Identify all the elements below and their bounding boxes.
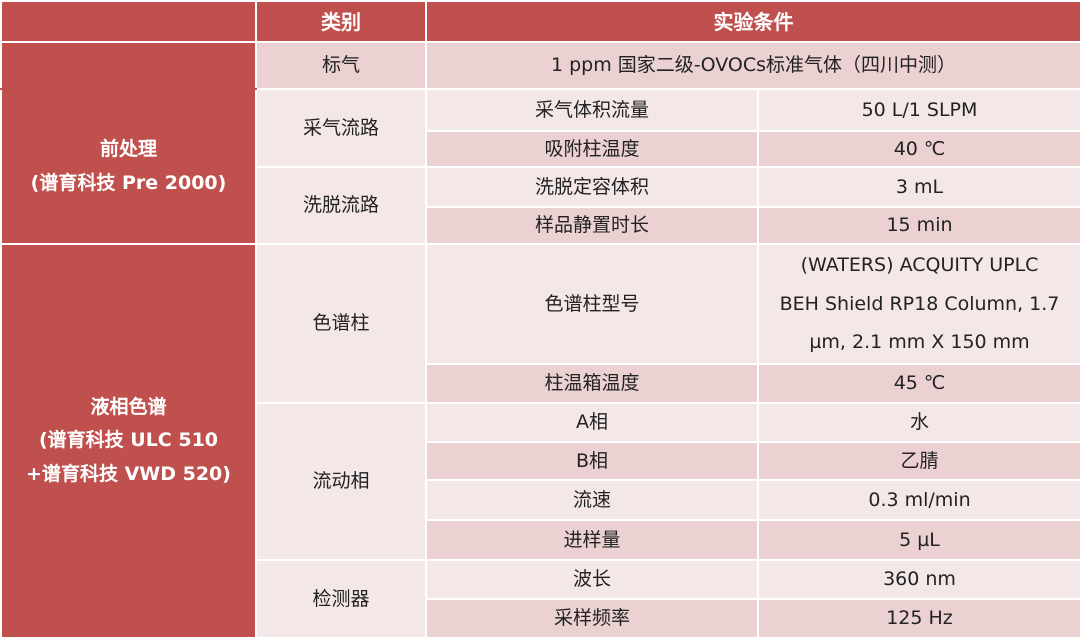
table-row: 液相色谱 (谱育科技 ULC 510 +谱育科技 VWD 520) 色谱柱 色谱… xyxy=(0,243,1080,639)
table-row: 前处理 (谱育科技 Pre 2000) 采气流路 采气体积流量 50 L/1 S… xyxy=(0,88,1080,245)
group-title-line: +谱育科技 VWD 520) xyxy=(26,462,231,485)
table-row: 流动相 A相 水 xyxy=(1,402,1080,561)
header-blank xyxy=(0,0,257,43)
group-title-line: (谱育科技 ULC 510 xyxy=(38,429,219,452)
standard-gas-value: 1 ppm 国家二级-OVOCs标准气体（四川中测） xyxy=(425,41,1080,90)
param-cell: 采气体积流量 xyxy=(425,88,759,132)
standard-gas-label: 标气 xyxy=(255,41,427,90)
param-cell: 采样频率 xyxy=(425,598,759,639)
value-cell: 3 mL xyxy=(757,166,1080,208)
value-cell: 45 ℃ xyxy=(757,363,1080,404)
param-cell: A相 xyxy=(425,402,759,443)
param-cell: 色谱柱型号 xyxy=(425,243,759,365)
group-liquid-chromatography: 液相色谱 (谱育科技 ULC 510 +谱育科技 VWD 520) xyxy=(0,243,257,639)
header-conditions: 实验条件 xyxy=(425,0,1080,43)
param-cell: 流速 xyxy=(425,479,759,521)
value-cell: 50 L/1 SLPM xyxy=(757,88,1080,132)
table-row: 洗脱流路 洗脱定容体积 3 mL xyxy=(1,166,1080,245)
header-category: 类别 xyxy=(255,0,427,43)
value-cell: 40 ℃ xyxy=(757,130,1080,168)
value-cell: 0.3 ml/min xyxy=(757,479,1080,521)
subgroup-label: 洗脱流路 xyxy=(255,166,427,245)
value-cell: 5 µL xyxy=(757,519,1080,561)
param-cell: 吸附柱温度 xyxy=(425,130,759,168)
value-line: µm, 2.1 mm X 150 mm xyxy=(809,331,1030,354)
table-row: 检测器 波长 360 nm xyxy=(1,559,1080,639)
param-cell: 波长 xyxy=(425,559,759,600)
group-title-line: (谱育科技 Pre 2000) xyxy=(30,171,227,194)
group-title-line: 液相色谱 xyxy=(90,396,167,419)
value-line: BEH Shield RP18 Column, 1.7 xyxy=(779,292,1060,315)
value-cell: 15 min xyxy=(757,206,1080,245)
value-cell: 乙腈 xyxy=(757,441,1080,481)
table-row: 进样量 5 µL xyxy=(1,519,1080,561)
value-cell: 125 Hz xyxy=(757,598,1080,639)
param-cell: B相 xyxy=(425,441,759,481)
header-row: 类别 实验条件 xyxy=(0,0,1080,43)
value-cell: 360 nm xyxy=(757,559,1080,600)
table-row: 样品静置时长 15 min xyxy=(1,206,1080,245)
value-cell: 水 xyxy=(757,402,1080,443)
value-line: (WATERS) ACQUITY UPLC xyxy=(800,253,1039,276)
table-row: 标气 1 ppm 国家二级-OVOCs标准气体（四川中测） xyxy=(0,41,1080,90)
param-cell: 样品静置时长 xyxy=(425,206,759,245)
param-cell: 柱温箱温度 xyxy=(425,363,759,404)
param-cell: 洗脱定容体积 xyxy=(425,166,759,208)
table-row: B相 乙腈 xyxy=(1,441,1080,481)
group-title-line: 前处理 xyxy=(99,138,157,161)
group-pretreatment: 前处理 (谱育科技 Pre 2000) xyxy=(0,88,257,245)
subgroup-label: 采气流路 xyxy=(255,88,427,168)
blank-category-cell xyxy=(0,41,257,90)
subgroup-label: 色谱柱 xyxy=(255,243,427,404)
subgroup-label: 检测器 xyxy=(255,559,427,639)
subgroup-label: 流动相 xyxy=(255,402,427,561)
table-row: 柱温箱温度 45 ℃ xyxy=(1,363,1080,404)
value-cell: (WATERS) ACQUITY UPLC BEH Shield RP18 Co… xyxy=(757,243,1080,365)
table-row: 流速 0.3 ml/min xyxy=(1,479,1080,521)
param-cell: 进样量 xyxy=(425,519,759,561)
